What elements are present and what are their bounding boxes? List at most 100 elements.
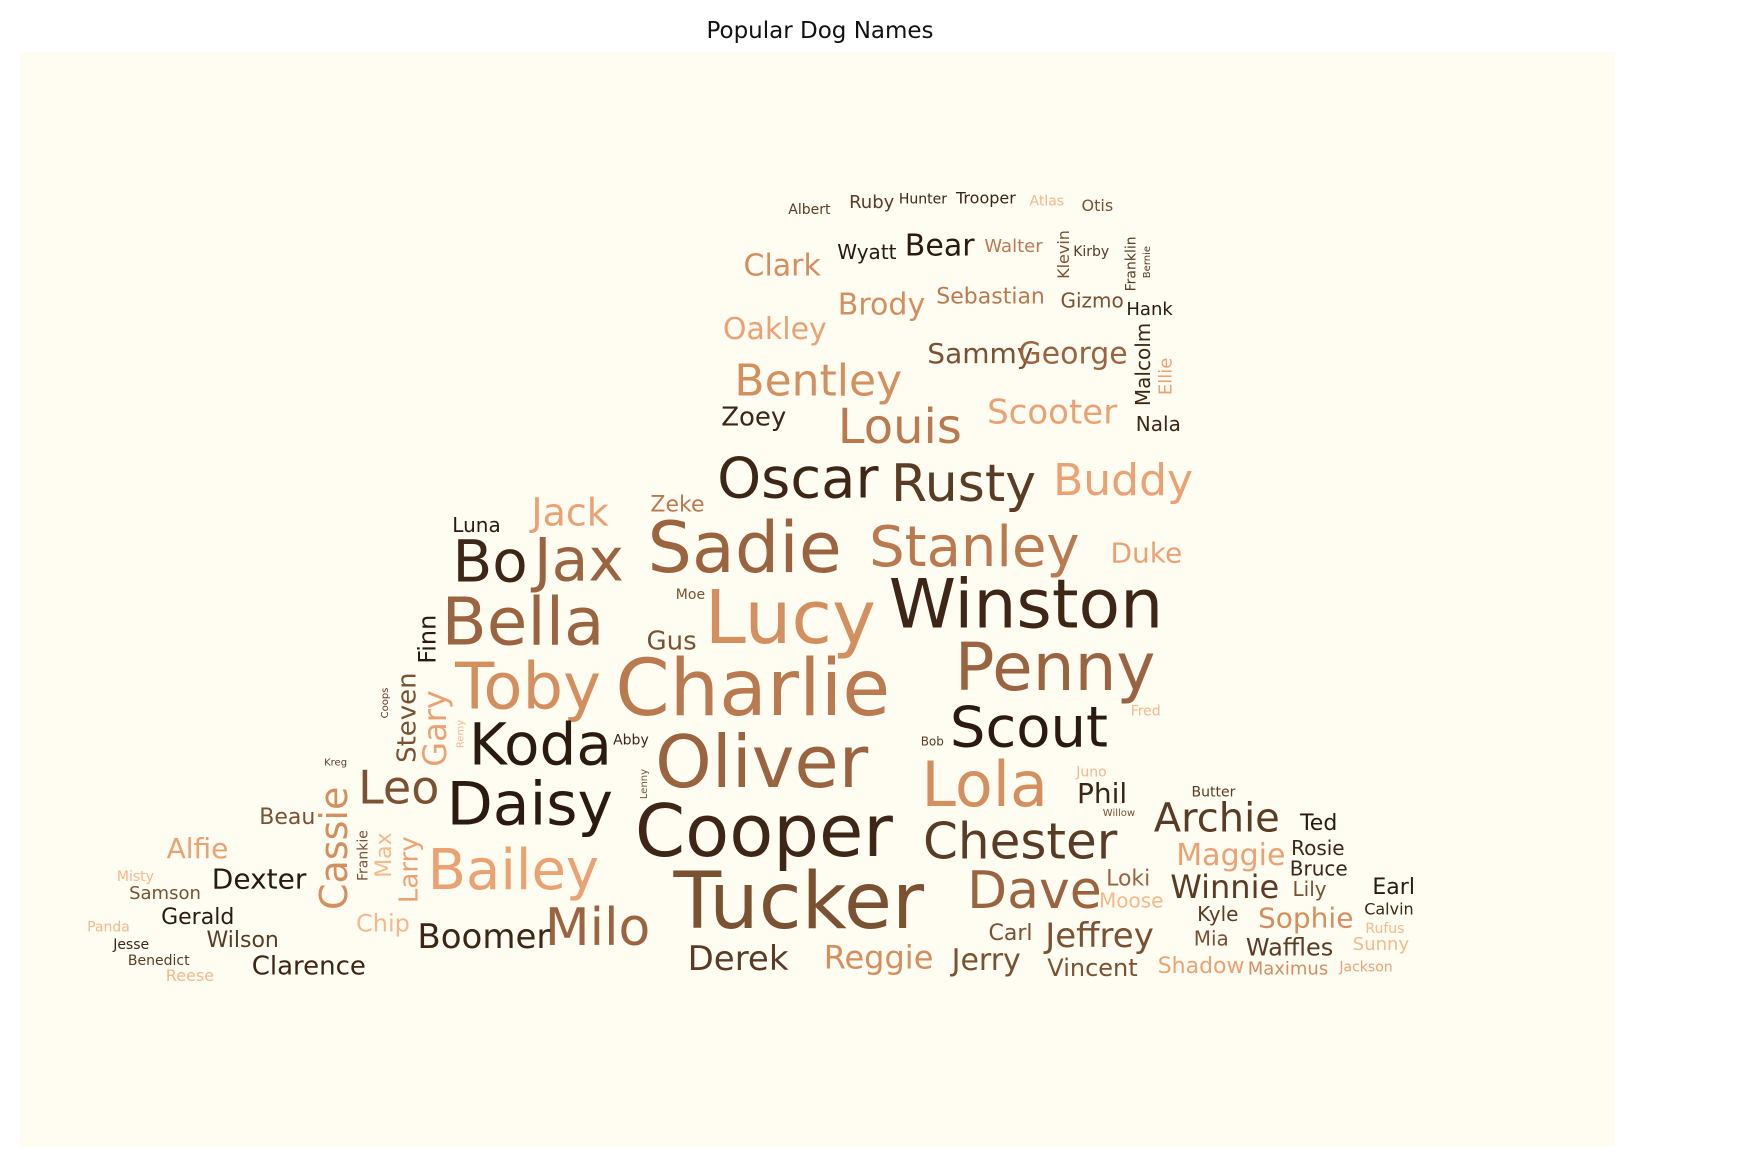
word-bruce: Bruce — [1290, 856, 1348, 880]
word-daisy: Daisy — [447, 770, 613, 840]
word-larry: Larry — [395, 836, 425, 903]
word-max: Max — [372, 832, 397, 877]
word-gerald: Gerald — [161, 905, 234, 930]
word-cassie: Cassie — [312, 787, 356, 910]
word-earl: Earl — [1372, 875, 1415, 900]
chart-title: Popular Dog Names — [706, 18, 934, 44]
word-carl: Carl — [989, 921, 1033, 946]
word-misty: Misty — [117, 869, 154, 885]
word-panda: Panda — [87, 920, 130, 936]
word-scout: Scout — [950, 696, 1108, 761]
word-sunny: Sunny — [1353, 934, 1410, 955]
word-louis: Louis — [838, 399, 962, 455]
word-mia: Mia — [1194, 927, 1229, 951]
word-oliver: Oliver — [655, 720, 869, 804]
word-loki: Loki — [1106, 867, 1150, 892]
word-hank: Hank — [1126, 299, 1173, 320]
word-nala: Nala — [1136, 412, 1181, 436]
word-samson: Samson — [129, 883, 201, 904]
word-lola: Lola — [921, 748, 1048, 821]
word-jax: Jax — [530, 525, 624, 595]
word-jack: Jack — [529, 490, 608, 534]
word-sophie: Sophie — [1258, 902, 1353, 935]
word-buddy: Buddy — [1053, 455, 1193, 506]
word-steven: Steven — [393, 672, 423, 763]
word-winnie: Winnie — [1170, 868, 1279, 906]
word-kyle: Kyle — [1197, 902, 1238, 926]
word-koda: Koda — [469, 711, 612, 779]
word-gary: Gary — [416, 690, 454, 767]
word-maximus: Maximus — [1248, 958, 1329, 979]
word-scooter: Scooter — [987, 393, 1117, 433]
word-coops: Coops — [380, 688, 391, 719]
word-clark: Clark — [744, 248, 822, 283]
word-oakley: Oakley — [723, 312, 827, 347]
word-toby: Toby — [454, 650, 601, 724]
word-abby: Abby — [613, 733, 649, 749]
word-duke: Duke — [1111, 537, 1183, 570]
word-wilson: Wilson — [207, 928, 279, 953]
word-butter: Butter — [1192, 785, 1236, 801]
word-bernie: Bernie — [1142, 246, 1153, 278]
word-alfie: Alfie — [167, 832, 229, 865]
word-remy: Remy — [455, 720, 466, 748]
word-juno: Juno — [1075, 765, 1106, 781]
word-shadow: Shadow — [1158, 954, 1245, 979]
word-bentley: Bentley — [734, 356, 902, 407]
word-chester: Chester — [923, 813, 1118, 871]
word-milo: Milo — [545, 898, 651, 958]
word-moe: Moe — [676, 587, 705, 603]
word-reggie: Reggie — [824, 939, 934, 977]
word-lily: Lily — [1293, 877, 1327, 901]
word-moose: Moose — [1099, 889, 1163, 913]
word-winston: Winston — [889, 566, 1164, 645]
word-oscar: Oscar — [717, 447, 879, 512]
word-ted: Ted — [1299, 811, 1337, 836]
word-lucy: Lucy — [705, 575, 876, 661]
word-clarence: Clarence — [252, 952, 366, 982]
word-leo: Leo — [358, 760, 439, 814]
word-archie: Archie — [1154, 796, 1280, 842]
word-bella: Bella — [442, 584, 605, 661]
word-luna: Luna — [452, 513, 500, 537]
word-reese: Reese — [166, 966, 214, 985]
word-jackson: Jackson — [1338, 959, 1392, 975]
word-ellie: Ellie — [1155, 358, 1176, 395]
word-atlas: Atlas — [1030, 194, 1065, 210]
word-bailey: Bailey — [428, 838, 599, 903]
word-dexter: Dexter — [212, 863, 307, 896]
word-otis: Otis — [1082, 196, 1114, 215]
word-phil: Phil — [1077, 777, 1127, 810]
word-boomer: Boomer — [417, 917, 550, 957]
word-brody: Brody — [838, 288, 925, 323]
word-bo: Bo — [453, 528, 528, 596]
word-stanley: Stanley — [869, 515, 1079, 580]
word-cloud-panel: Charlie Lucy Oliver Cooper Sadie Winston Bella… — [20, 52, 1615, 1147]
word-hunter: Hunter — [899, 192, 947, 208]
word-frankie: Frankie — [356, 830, 372, 881]
word-beau: Beau — [259, 805, 315, 830]
word-kreg: Kreg — [324, 758, 347, 769]
word-malcolm: Malcolm — [1131, 323, 1155, 406]
word-walter: Walter — [984, 236, 1043, 257]
word-sebastian: Sebastian — [936, 285, 1045, 310]
word-derek: Derek — [688, 939, 789, 979]
word-maggie: Maggie — [1176, 838, 1285, 873]
word-finn: Finn — [414, 615, 442, 664]
word-gus: Gus — [647, 627, 697, 657]
word-calvin: Calvin — [1364, 900, 1413, 919]
word-rufus: Rufus — [1365, 921, 1404, 937]
word-kirby: Kirby — [1073, 244, 1109, 260]
word-benedict: Benedict — [128, 953, 190, 969]
word-charlie: Charlie — [615, 644, 890, 734]
word-jesse: Jesse — [112, 937, 149, 953]
word-franklin: Franklin — [1124, 236, 1140, 291]
word-ruby: Ruby — [849, 192, 895, 213]
word-trooper: Trooper — [955, 189, 1016, 208]
word-klevin: Klevin — [1054, 230, 1073, 279]
word-sammy: Sammy — [927, 337, 1033, 370]
word-tucker: Tucker — [673, 857, 925, 947]
word-jerry: Jerry — [950, 943, 1021, 978]
word-lenny: Lenny — [639, 769, 650, 799]
